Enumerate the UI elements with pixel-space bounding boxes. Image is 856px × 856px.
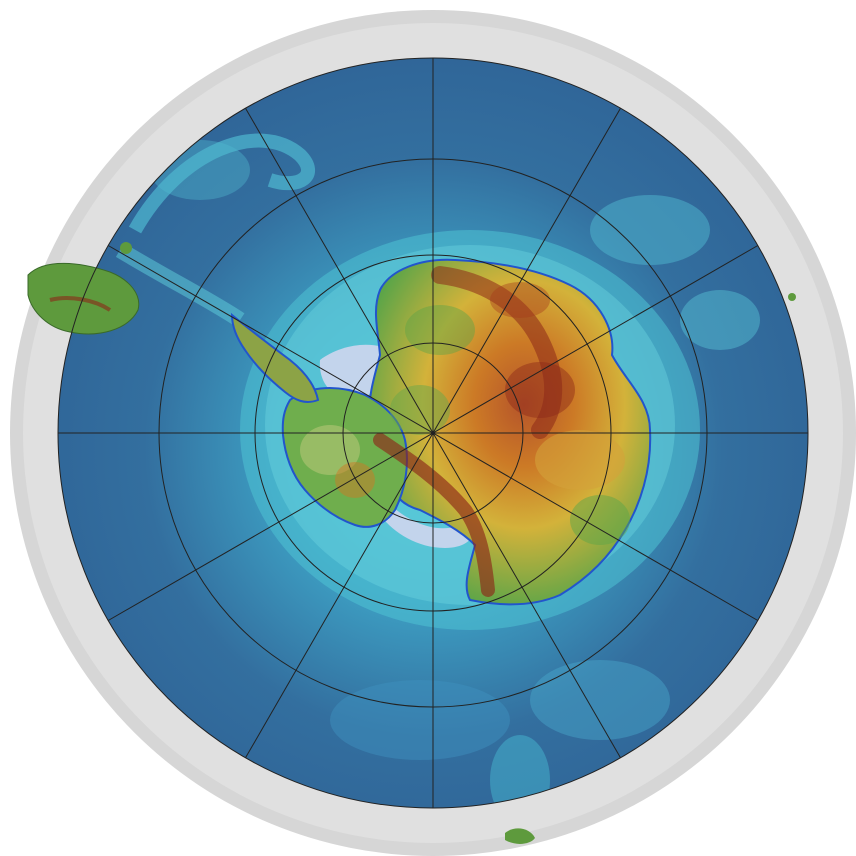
drake-passage-shelf [115,243,245,327]
new-zealand-island [505,828,535,844]
transantarctic-mountains [373,433,495,597]
meridian-line [107,245,759,621]
antarctic-peninsula [230,312,320,403]
falkland-island-icon [120,242,132,254]
ocean-disk [58,58,808,808]
highland-ridge [431,266,563,439]
scotia-arc [128,133,315,234]
ross-ice-shelf [378,500,474,548]
graticule [57,57,809,809]
